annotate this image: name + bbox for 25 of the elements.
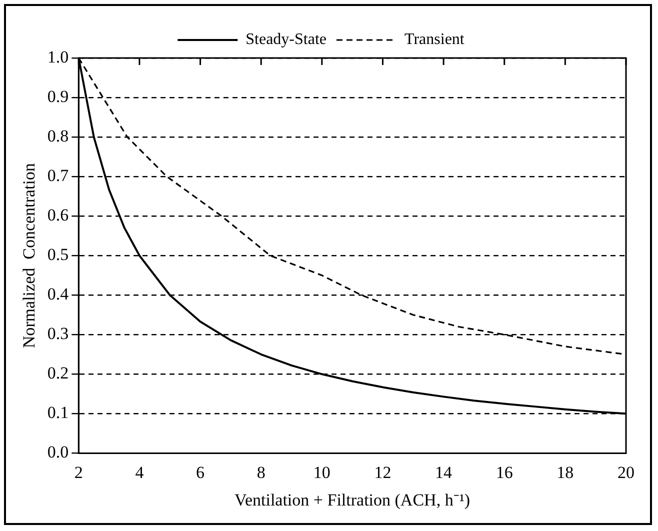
x-tick-label: 18: [556, 462, 574, 482]
x-tick-label: 16: [496, 462, 513, 482]
y-tick-label: 0.7: [47, 166, 70, 186]
y-tick-label: 0.1: [47, 403, 69, 422]
x-tick-label: 10: [313, 462, 330, 482]
y-tick-label: 0.8: [47, 126, 69, 146]
x-axis-title: Ventilation + Filtration (ACH, h⁻¹): [234, 490, 470, 510]
legend-label: Steady-State: [246, 31, 327, 48]
x-tick-label: 14: [435, 462, 453, 482]
x-tick-label: 4: [135, 462, 144, 482]
y-tick-label: 0.5: [47, 245, 69, 264]
x-tick-label: 2: [74, 462, 83, 482]
y-tick-label: 0.0: [47, 442, 69, 462]
y-tick-label: 0.6: [47, 206, 69, 225]
x-tick-label: 8: [256, 462, 266, 482]
x-tick-label: 20: [618, 462, 634, 482]
y-tick-label: 0.2: [47, 364, 69, 383]
y-axis-title: Normalized Concentration: [20, 162, 39, 348]
legend-label: Transient: [404, 31, 465, 48]
y-tick-label: 0.3: [47, 324, 69, 344]
y-tick-label: 0.9: [47, 86, 69, 106]
x-tick-label: 6: [196, 462, 205, 482]
y-tick-label: 1.0: [47, 47, 69, 66]
x-tick-label: 12: [374, 462, 392, 482]
y-tick-label: 0.4: [47, 284, 70, 304]
